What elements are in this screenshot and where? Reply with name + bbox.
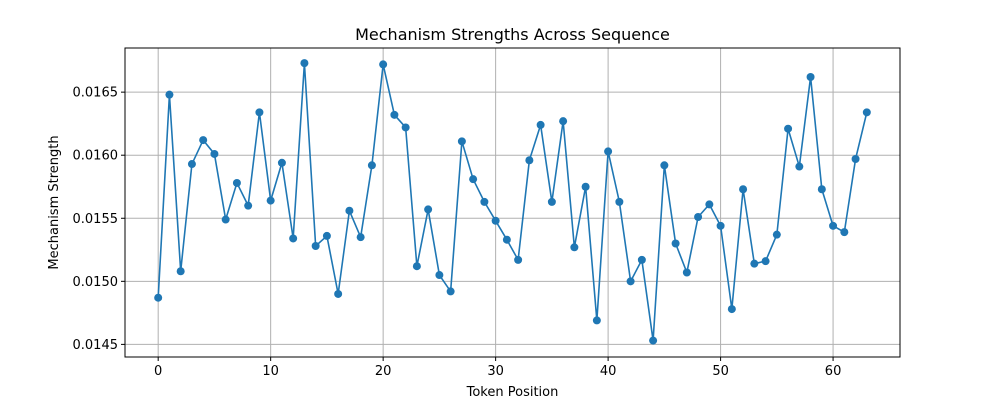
data-point	[851, 154, 860, 163]
data-point	[784, 124, 793, 133]
data-point	[581, 182, 590, 191]
x-tick-label: 20	[375, 364, 392, 379]
y-tick-label: 0.0150	[73, 275, 119, 290]
data-point	[480, 197, 489, 206]
data-point	[829, 221, 838, 230]
data-point	[682, 268, 691, 277]
data-points	[154, 59, 871, 345]
data-point	[255, 108, 264, 117]
y-axis-label: Mechanism Strength	[47, 135, 62, 269]
x-tick-label: 30	[487, 364, 504, 379]
data-point	[491, 216, 500, 225]
plot-frame	[124, 47, 901, 358]
data-point	[221, 215, 230, 224]
y-tick-label: 0.0145	[73, 338, 119, 353]
data-point	[334, 289, 343, 298]
data-point	[199, 136, 208, 145]
data-point	[244, 201, 253, 210]
data-point	[525, 156, 534, 165]
x-tick-label: 10	[262, 364, 279, 379]
data-point	[671, 239, 680, 248]
data-point	[739, 185, 748, 194]
data-point	[390, 110, 399, 119]
data-point	[401, 123, 410, 132]
data-point	[232, 178, 241, 187]
data-point	[615, 197, 624, 206]
data-point	[345, 206, 354, 215]
x-axis-ticks: 0 10 20 30 40 50 60	[154, 357, 841, 379]
data-point	[806, 73, 815, 82]
data-point	[457, 137, 466, 146]
data-point	[412, 262, 421, 271]
y-tick-label: 0.0165	[73, 86, 119, 101]
x-axis-label: Token Position	[466, 385, 559, 400]
data-point	[469, 175, 478, 184]
data-point	[187, 160, 196, 169]
data-point	[660, 161, 669, 170]
data-point	[165, 90, 174, 99]
data-point	[210, 149, 219, 158]
data-point	[446, 287, 455, 296]
data-point	[761, 257, 770, 266]
data-point	[772, 230, 781, 239]
data-point	[367, 161, 376, 170]
series-line	[157, 62, 868, 342]
x-tick-label: 50	[712, 364, 729, 379]
data-point	[176, 267, 185, 276]
x-tick-label: 0	[154, 364, 162, 379]
data-point	[795, 162, 804, 171]
data-point	[705, 200, 714, 209]
y-axis-ticks: 0.0145 0.0150 0.0155 0.0160 0.0165	[73, 86, 125, 353]
series-line-group	[157, 62, 868, 342]
data-point	[424, 205, 433, 214]
data-point	[356, 233, 365, 242]
data-point	[840, 228, 849, 237]
data-point	[817, 185, 826, 194]
data-point	[514, 255, 523, 264]
data-point	[266, 196, 275, 205]
data-point	[694, 213, 703, 222]
data-point	[604, 147, 613, 156]
x-tick-label: 60	[825, 364, 842, 379]
data-point	[750, 259, 759, 268]
data-point	[536, 120, 545, 129]
data-point	[289, 234, 298, 243]
x-tick-label: 40	[600, 364, 617, 379]
data-point	[277, 158, 286, 167]
y-tick-label: 0.0160	[73, 149, 119, 164]
data-point	[592, 316, 601, 325]
data-point	[716, 221, 725, 230]
data-point	[649, 336, 658, 345]
data-point	[559, 117, 568, 126]
data-point	[547, 197, 556, 206]
data-point	[311, 242, 320, 251]
data-point	[626, 277, 635, 286]
data-point	[435, 271, 444, 280]
data-point	[322, 231, 331, 240]
data-point	[379, 60, 388, 69]
data-point	[154, 293, 163, 302]
data-point	[502, 235, 511, 244]
data-point	[862, 108, 871, 117]
chart-title: Mechanism Strengths Across Sequence	[355, 25, 670, 44]
y-tick-label: 0.0155	[73, 212, 119, 227]
data-point	[727, 305, 736, 314]
data-point	[300, 59, 309, 68]
data-point	[570, 243, 579, 252]
data-point	[637, 255, 646, 264]
